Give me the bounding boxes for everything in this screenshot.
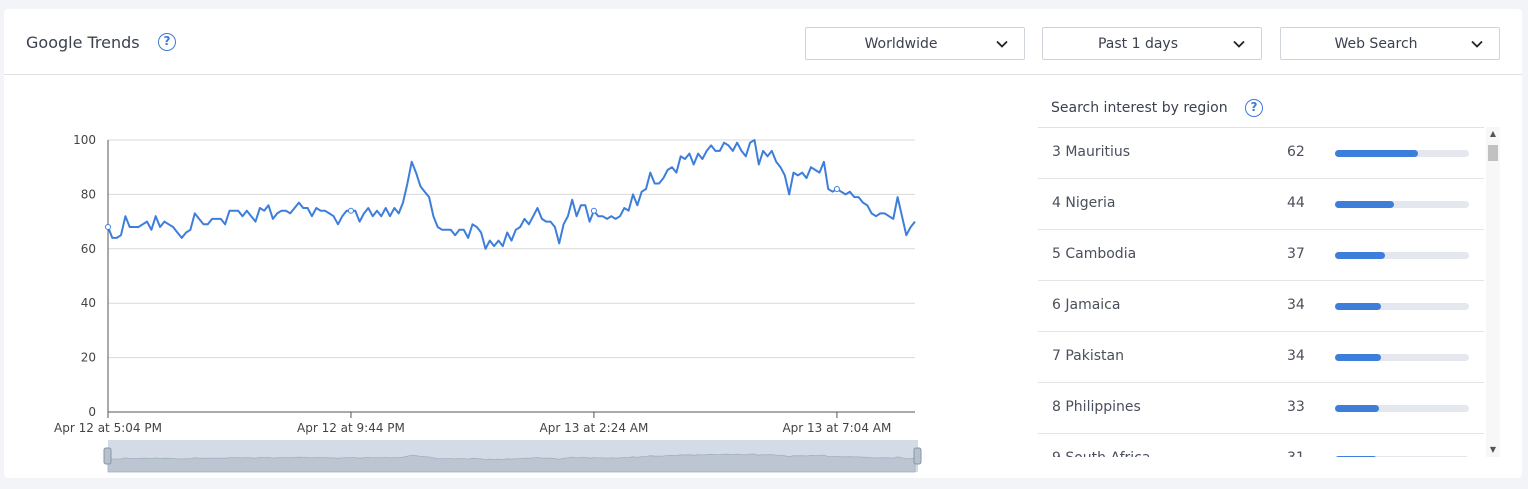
region-value: 34 [1287,297,1305,313]
y-tick-label: 60 [81,242,96,256]
region-value: 62 [1287,144,1305,160]
interest-over-time-chart: 0 20 40 60 80 100 Apr 12 at 5:04 PM Apr 12 at … [54,133,922,473]
region-row[interactable]: 6 Jamaica 34 [1038,281,1484,332]
navigator-series [107,453,916,473]
scroll-down-arrow[interactable]: ▼ [1489,445,1497,454]
interest-bar-fill [1335,252,1385,259]
y-tick-label: 80 [81,187,96,201]
region-row[interactable]: 9 South Africa 31 [1038,434,1484,457]
region-name: 7 Pakistan [1052,348,1124,364]
interest-bar-fill [1335,456,1377,457]
region-name: 3 Mauritius [1052,144,1131,160]
data-point[interactable] [347,207,354,214]
location-dropdown[interactable]: Worldwide [805,27,1025,60]
region-name: 9 South Africa [1052,450,1150,457]
interest-bar-fill [1335,354,1381,361]
interest-bar-fill [1335,303,1381,310]
region-value: 34 [1287,348,1305,364]
region-name: 4 Nigeria [1052,195,1116,211]
navigator-right-handle[interactable] [913,447,922,465]
scrollbar-thumb[interactable] [1488,145,1498,161]
help-icon[interactable]: ? [1245,99,1263,117]
region-list[interactable]: 3 Mauritius 62 4 Nigeria 44 5 Cambodia 37 6 Ja… [1038,127,1484,457]
interest-bar-fill [1335,201,1394,208]
x-tick-label: Apr 13 at 7:04 AM [782,421,891,435]
interest-bar-track [1335,150,1469,157]
chevron-down-icon [1471,40,1483,48]
y-tick-label: 20 [81,351,96,365]
region-row[interactable]: 8 Philippines 33 [1038,383,1484,434]
region-row[interactable]: 5 Cambodia 37 [1038,230,1484,281]
region-name: 8 Philippines [1052,399,1141,415]
interest-bar-track [1335,405,1469,412]
card-header: Google Trends ? Worldwide Past 1 days We… [4,9,1522,75]
time-range-dropdown-label: Past 1 days [1097,36,1179,52]
data-point[interactable] [105,224,111,231]
scrollbar[interactable]: ▲ ▼ [1486,127,1500,457]
interest-bar-track [1335,201,1469,208]
interest-bar-track [1335,252,1469,259]
region-value: 33 [1287,399,1305,415]
range-navigator[interactable] [103,440,922,473]
interest-bar-fill [1335,405,1380,412]
region-name: 5 Cambodia [1052,246,1137,262]
data-point[interactable] [590,207,597,214]
interest-bar-fill [1335,150,1419,157]
time-range-dropdown[interactable]: Past 1 days [1042,27,1262,60]
y-tick-label: 100 [73,133,96,147]
scroll-up-arrow[interactable]: ▲ [1489,129,1497,138]
interest-bar-track [1335,354,1469,361]
location-dropdown-label: Worldwide [864,36,938,52]
region-row[interactable]: 3 Mauritius 62 [1038,128,1484,179]
series-line [107,139,916,250]
chevron-down-icon [1233,40,1245,48]
page-title: Google Trends [26,33,140,52]
y-tick-label: 0 [88,405,96,419]
chevron-down-icon [996,40,1008,48]
search-type-dropdown-label: Web Search [1334,36,1418,52]
x-tick-label: Apr 12 at 5:04 PM [54,421,162,435]
region-value: 31 [1287,450,1305,457]
trends-card: Google Trends ? Worldwide Past 1 days We… [4,9,1522,478]
x-tick-label: Apr 12 at 9:44 PM [297,421,405,435]
region-row[interactable]: 7 Pakistan 34 [1038,332,1484,383]
region-row[interactable]: 4 Nigeria 44 [1038,179,1484,230]
interest-bar-track [1335,456,1469,457]
region-panel-title: Search interest by region [1051,100,1228,116]
region-value: 44 [1287,195,1305,211]
y-tick-label: 40 [81,296,96,310]
data-point[interactable] [833,185,840,192]
search-type-dropdown[interactable]: Web Search [1280,27,1500,60]
navigator-left-handle[interactable] [103,447,112,465]
help-icon[interactable]: ? [158,33,176,51]
interest-bar-track [1335,303,1469,310]
region-value: 37 [1287,246,1305,262]
region-name: 6 Jamaica [1052,297,1121,313]
x-tick-label: Apr 13 at 2:24 AM [540,421,649,435]
